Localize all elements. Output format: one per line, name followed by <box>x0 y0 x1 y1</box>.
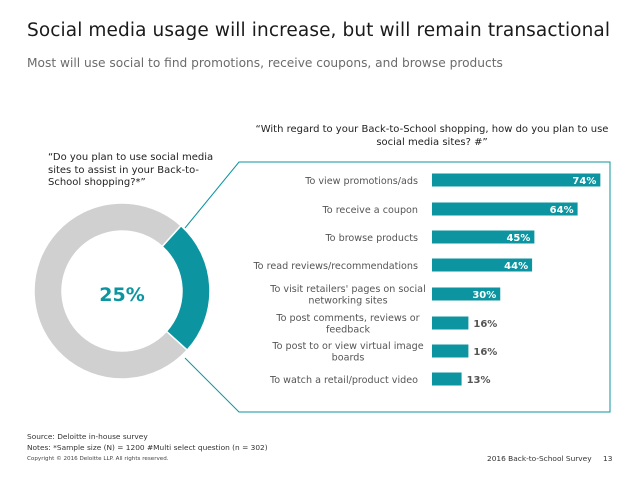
donut-center-label: 25% <box>99 284 144 306</box>
page-subtitle: Most will use social to find promotions,… <box>27 56 503 70</box>
page-title: Social media usage will increase, but wi… <box>27 20 611 41</box>
bar <box>432 258 533 272</box>
footer-survey-name: 2016 Back-to-School Survey <box>487 454 592 463</box>
footer-copyright: Copyright © 2016 Deloitte LLP. All right… <box>27 456 169 462</box>
bar-value-label: 16% <box>473 347 497 358</box>
callout-box <box>184 161 611 413</box>
bar <box>432 173 601 187</box>
callout-connector <box>184 161 611 413</box>
bar <box>432 230 535 244</box>
bar-chart-question: “With regard to your Back-to-School shop… <box>255 124 609 148</box>
bar-value-label: 16% <box>473 319 497 330</box>
donut-question: “Do you plan to use social media sites t… <box>48 152 214 188</box>
bar <box>432 287 501 301</box>
bar-chart: 74% To view promotions/ads 64% To receive a… <box>252 173 601 386</box>
bar <box>432 202 578 216</box>
page-number: 13 <box>603 454 613 463</box>
bar-value-label: 64% <box>550 205 574 216</box>
bar-value-label: 45% <box>506 233 530 244</box>
footer-notes: Notes: *Sample size (N) = 1200 #Multi se… <box>27 443 268 452</box>
bar <box>432 316 469 330</box>
bar-value-label: 30% <box>472 290 496 301</box>
bar-category-label: To watch a retail/product video <box>269 375 418 386</box>
donut-slice-no <box>33 202 189 380</box>
bar <box>432 372 462 386</box>
bar-category-label: To post to or view virtual image boards <box>271 341 423 364</box>
bar-value-label: 74% <box>572 176 596 187</box>
bar-category-label: To read reviews/recommendations <box>252 261 418 272</box>
bar <box>432 344 469 358</box>
bar-value-label: 13% <box>467 375 491 386</box>
bar-category-label: To visit retailers' pages on social netwo… <box>269 284 425 307</box>
bar-category-label: To view promotions/ads <box>304 176 418 187</box>
donut-chart: 25% <box>33 202 211 380</box>
bar-category-label: To browse products <box>324 233 418 244</box>
bar-value-label: 44% <box>504 261 528 272</box>
bar-category-label: To post comments, reviews or feedback <box>275 313 419 336</box>
footer-source: Source: Deloitte in-house survey <box>27 432 148 441</box>
donut-slice-yes <box>161 224 211 352</box>
bar-category-label: To receive a coupon <box>322 205 418 216</box>
